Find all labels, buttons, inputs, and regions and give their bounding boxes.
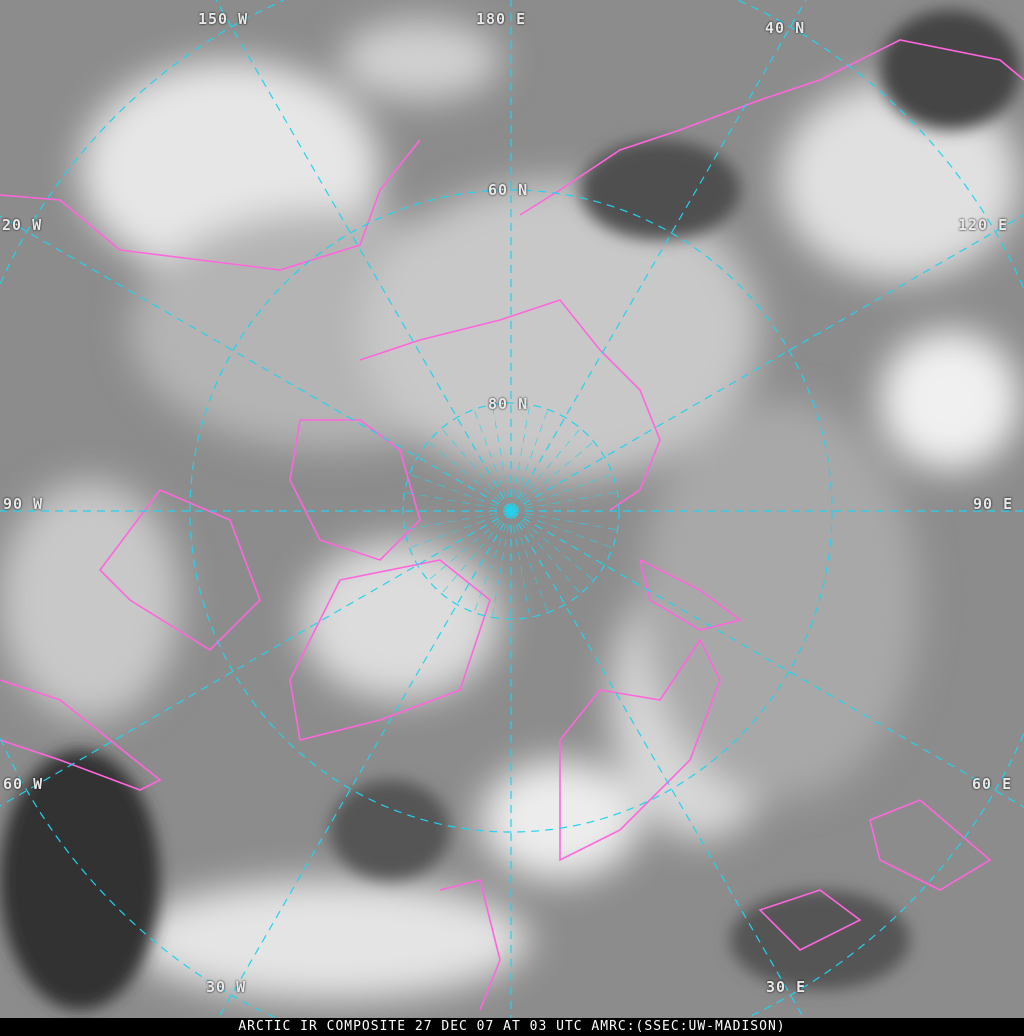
coastline: [559, 638, 721, 862]
label-90e: 90 E: [973, 495, 1014, 513]
coastline: [758, 889, 862, 951]
meridian-line-minor: [510, 473, 613, 512]
label-150w: 150 W: [198, 10, 249, 28]
label-60n: 60 N: [488, 181, 529, 199]
label-60w: 60 W: [3, 775, 44, 793]
coastline: [98, 489, 261, 652]
cloud-mass: [880, 330, 1020, 470]
meridian-line-minor: [510, 456, 605, 512]
label-60e: 60 E: [972, 775, 1013, 793]
coastline: [439, 879, 501, 1011]
latitude-circle: [0, 738, 276, 1018]
clear-sky-region: [0, 750, 160, 1010]
meridian-line-minor: [441, 510, 512, 594]
meridian-line-minor: [409, 473, 512, 512]
coastline: [0, 679, 162, 791]
meridian-line-minor: [510, 491, 618, 512]
clear-sky-region: [580, 140, 740, 240]
meridian-line-minor: [510, 404, 531, 512]
meridian-line-minor: [404, 510, 512, 531]
cloud-mass: [130, 880, 530, 1000]
meridian-line-minor: [428, 510, 512, 581]
meridian-line-minor: [491, 404, 512, 512]
meridian-line-minor: [404, 491, 512, 512]
label-120e: 120 E: [958, 216, 1009, 234]
meridian-line-minor: [510, 417, 566, 512]
meridian-line-minor: [510, 510, 605, 566]
meridian-line-minor: [510, 510, 531, 618]
cloud-mass: [640, 400, 920, 800]
cloud-mass: [780, 80, 1020, 280]
cloud-mass: [340, 20, 500, 100]
label-180e: 180 E: [476, 10, 527, 28]
meridian-line-minor: [456, 417, 512, 512]
cloud-mass: [300, 540, 500, 700]
label-90w: 90 W: [3, 495, 44, 513]
clear-sky-region: [330, 780, 450, 880]
latitude-circle: [189, 189, 833, 833]
coastline: [638, 558, 742, 631]
meridian-line-minor: [428, 441, 512, 512]
latitude-circle: [0, 0, 284, 284]
image-caption: ARCTIC IR COMPOSITE 27 DEC 07 AT 03 UTC …: [0, 1018, 1024, 1036]
coastline: [359, 299, 661, 511]
coastline: [289, 419, 421, 561]
meridian-line-minor: [510, 510, 566, 605]
cloud-mass: [360, 180, 760, 480]
label-40n: 40 N: [765, 19, 806, 37]
meridian-line-minor: [417, 510, 512, 566]
cloud-mass: [0, 480, 180, 720]
label-80n: 80 N: [488, 395, 529, 413]
coastline: [289, 559, 491, 741]
meridian-line-minor: [510, 441, 594, 512]
meridian-line-minor: [417, 456, 512, 512]
latitude-circle: [746, 733, 1024, 1018]
coastline: [0, 139, 421, 271]
meridian-line-minor: [510, 428, 581, 512]
meridian-line-minor: [473, 409, 512, 512]
meridian-line-minor: [491, 510, 512, 618]
coastline: [519, 39, 1024, 216]
meridian-line-minor: [510, 510, 594, 581]
meridian-line-minor: [409, 510, 512, 549]
latitude-circle: [402, 402, 620, 620]
label-30w: 30 W: [206, 978, 247, 996]
meridian-line-minor: [473, 510, 512, 613]
meridian-line-minor: [510, 510, 618, 531]
meridian-line-minor: [510, 510, 613, 549]
label-120w: 20 W: [2, 216, 43, 234]
meridian-line-minor: [510, 409, 549, 512]
coastline: [869, 799, 992, 891]
meridian-line-minor: [456, 510, 512, 605]
meridian-line-minor: [441, 428, 512, 512]
label-30e: 30 E: [766, 978, 807, 996]
meridian-line-minor: [510, 510, 581, 594]
meridian-line-minor: [510, 510, 549, 613]
clear-sky-region: [880, 10, 1020, 130]
